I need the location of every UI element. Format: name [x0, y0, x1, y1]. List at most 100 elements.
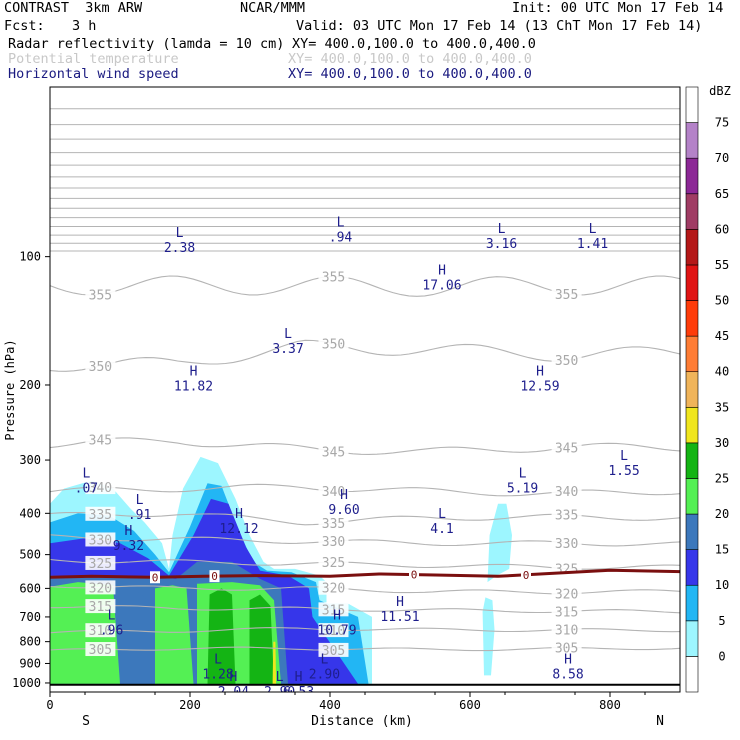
theta-label-bg — [318, 642, 349, 657]
theta-label-bg — [85, 480, 116, 495]
colorbar-tick-label: 75 — [715, 116, 729, 130]
wind-extremum-value: 2.90 — [264, 685, 295, 700]
theta-label-bg — [85, 287, 116, 302]
theta-contour-label: 335 — [555, 509, 578, 524]
theta-label-bg — [551, 440, 582, 455]
wind-extremum-value: 2.90 — [309, 667, 340, 682]
wind-extremum-value: 12.12 — [219, 522, 258, 537]
model-label: CONTRAST 3km ARW — [4, 0, 143, 16]
theta-contour-label: 325 — [322, 556, 345, 571]
wind-extremum-value: 1.28 — [202, 667, 233, 682]
wind-extremum-type: L — [108, 609, 116, 624]
wind-extremum-type: H — [564, 652, 572, 667]
colorbar-bin — [685, 584, 699, 622]
theta-contour-label: 355 — [89, 288, 112, 303]
theta-contour-label: 355 — [322, 270, 345, 285]
theta-contour-label: 350 — [89, 360, 112, 375]
theta-label-bg — [85, 532, 116, 547]
wind-extremum-value: .94 — [329, 231, 353, 246]
theta-contour-label: 355 — [555, 288, 578, 303]
theta-contour-label: 345 — [89, 434, 112, 449]
colorbar-bin — [685, 513, 699, 550]
colorbar-bin — [685, 300, 699, 337]
x-end-label-south: S — [82, 714, 90, 729]
wind-extremum-value: 3.16 — [486, 237, 517, 252]
x-axis-label: Distance (km) — [311, 714, 413, 729]
theta-label-bg — [551, 586, 582, 601]
colorbar-tick-label: 25 — [715, 471, 729, 485]
theta-contour-label: 305 — [89, 643, 112, 658]
wind-extremum-type: L — [498, 222, 506, 237]
theta-contour-label: 340 — [555, 485, 578, 500]
wind-extremum-value: 5.19 — [507, 482, 538, 497]
theta-contour-label: 350 — [322, 338, 345, 353]
theta-contour-label: 340 — [322, 485, 345, 500]
colorbar-tick-label: 5 — [718, 614, 725, 628]
wind-extremum-type: L — [136, 493, 144, 508]
colorbar-bin — [685, 620, 699, 657]
center-label: NCAR/MMM — [240, 0, 306, 16]
y-tick-label: 500 — [19, 548, 41, 562]
y-tick-label: 1000 — [12, 676, 41, 690]
wind-extremum-value: 9.32 — [113, 539, 144, 554]
wind-extremum-value: 4.1 — [430, 522, 453, 537]
theta-label-bg — [318, 484, 349, 499]
colorbar-tick-label: 70 — [715, 151, 729, 165]
colorbar-bin — [685, 406, 699, 444]
wind-extremum-type: H — [190, 364, 198, 379]
theta-contour-label: 330 — [322, 535, 345, 550]
wind-extremum-value: 12.59 — [520, 379, 559, 394]
wind-extremum-type: L — [176, 226, 184, 241]
theta-contour-label: 310 — [555, 623, 578, 638]
reflectivity-cell — [487, 503, 512, 583]
reflectivity-cell — [272, 641, 277, 684]
theta-label-bg — [85, 623, 116, 638]
colorbar-bin — [685, 264, 699, 301]
theta-label-bg — [85, 506, 116, 521]
colorbar-tick-label: 15 — [715, 543, 729, 557]
theta-contour-label: 345 — [322, 445, 345, 460]
wind-extremum-type: L — [519, 467, 527, 482]
reflectivity-cell — [155, 585, 194, 684]
y-tick-label: 600 — [19, 581, 41, 595]
theta-label-bg — [551, 507, 582, 522]
colorbar-bin — [685, 442, 699, 479]
theta-label-bg — [318, 269, 349, 284]
colorbar-bin — [685, 86, 699, 123]
zero-contour-label: 0 — [411, 569, 418, 582]
zero-contour-label: 0 — [523, 569, 530, 582]
theta-label-bg — [551, 353, 582, 368]
theta-contour-label: 335 — [89, 508, 112, 523]
theta-contour-label: 310 — [322, 624, 345, 639]
colorbar-tick-label: 65 — [715, 187, 729, 201]
reflectivity-cell — [249, 594, 274, 684]
wind-extremum-type: L — [337, 216, 345, 231]
colorbar-tick-label: 60 — [715, 222, 729, 236]
theta-label-bg — [318, 444, 349, 459]
wind-extremum-value: 9.60 — [328, 503, 359, 518]
wind-extremum-type: L — [620, 449, 628, 464]
y-tick-label: 800 — [19, 635, 41, 649]
theta-label-bg — [85, 642, 116, 657]
theta-contour — [50, 437, 680, 455]
wind-extremum-value: 6.53 — [283, 685, 314, 700]
colorbar-tick-label: 10 — [715, 578, 729, 592]
zero-label-bg — [150, 571, 160, 584]
zero-label-bg — [521, 568, 531, 581]
colorbar-unit: dBZ — [709, 84, 731, 98]
field-reflectivity: Radar reflectivity (lamda = 10 cm) — [8, 36, 285, 52]
theta-contour-label: 315 — [322, 603, 345, 618]
wind-extremum-value: 2.04 — [218, 685, 249, 700]
zero-label-bg — [209, 570, 220, 583]
zero-contour — [50, 568, 680, 579]
x-tick-label: 400 — [319, 698, 341, 712]
theta-contour-label: 310 — [89, 624, 112, 639]
colorbar-bin — [685, 549, 699, 586]
wind-extremum-type: L — [284, 327, 292, 342]
theta-contour-label: 330 — [89, 533, 112, 548]
colorbar-bin — [685, 478, 699, 515]
colorbar-tick-label: 0 — [718, 649, 725, 663]
wind-extremum-type: H — [295, 670, 303, 685]
theta-label-bg — [318, 555, 349, 570]
